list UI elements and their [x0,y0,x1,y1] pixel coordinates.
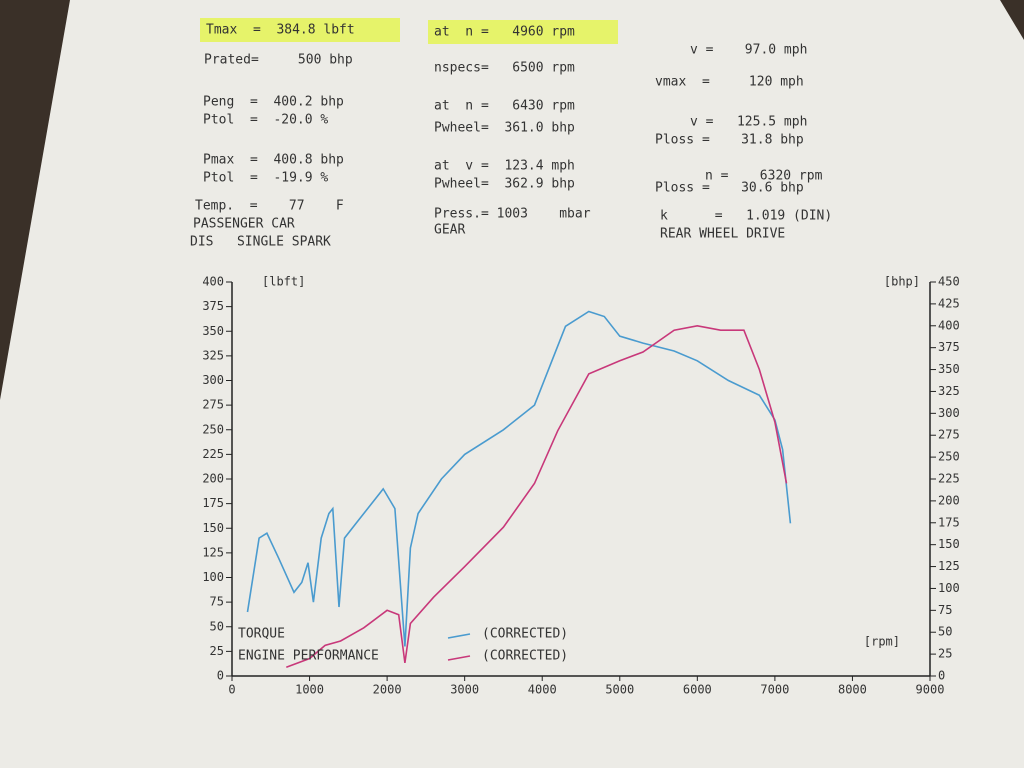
legend-note: (CORRECTED) [482,649,568,664]
y2-tick-label: 350 [938,362,960,376]
field: Pmax = 400.8 bhp [203,153,344,168]
y-tick-label: 225 [202,447,224,461]
x-tick-label: 0 [228,683,235,697]
y-tick-label: 250 [202,422,224,436]
field: Prated= 500 bhp [204,53,353,68]
series-line [246,310,792,647]
y2-tick-label: 0 [938,669,945,683]
highlight [200,18,400,42]
y2-tick-label: 225 [938,472,960,486]
y2-tick-label: 325 [938,384,960,398]
y-tick-label: 175 [202,496,224,510]
field: GEAR [434,223,465,238]
field: k = 1.019 (DIN) [660,209,832,224]
highlight [428,20,618,44]
y2-tick-label: 300 [938,406,960,420]
y2-tick-label: 175 [938,515,960,529]
y2-tick-label: 400 [938,318,960,332]
y2-tick-label: 75 [938,603,952,617]
y2-tick-label: 100 [938,581,960,595]
field: Ptol = -19.9 % [203,171,328,186]
field: Pwheel= 361.0 bhp [434,121,575,136]
x-tick-label: 1000 [295,683,324,697]
x-tick-label: 5000 [605,683,634,697]
legend-swatch [447,655,471,661]
series-line [286,324,788,668]
y-tick-label: 400 [202,275,224,289]
field: Press.= 1003 mbar [434,207,591,222]
legend-label: TORQUE [238,627,285,642]
field: vmax = 120 mph [655,75,804,90]
field: n = 6320 rpm [705,169,823,184]
y-tick-label: 375 [202,299,224,313]
field: Ptol = -20.0 % [203,113,328,128]
x-tick-label: 6000 [683,683,712,697]
field: nspecs= 6500 rpm [434,61,575,76]
y-tick-label: 75 [210,595,224,609]
chart: 0255075100125150175200225250275300325350… [202,275,959,697]
y2-tick-label: 200 [938,493,960,507]
y-tick-label: 300 [202,373,224,387]
y2-tick-label: 150 [938,537,960,551]
y-tick-label: 350 [202,324,224,338]
y2-tick-label: 375 [938,340,960,354]
x-tick-label: 4000 [528,683,557,697]
field: PASSENGER CAR [193,217,295,232]
x-tick-label: 2000 [373,683,402,697]
field: v = 97.0 mph [690,43,807,58]
y2-axis-label: [bhp] [884,275,920,289]
field: REAR WHEEL DRIVE [660,227,785,242]
y-tick-label: 150 [202,521,224,535]
y-tick-label: 100 [202,570,224,584]
y-tick-label: 25 [210,644,224,658]
y-tick-label: 125 [202,545,224,559]
x-tick-label: 8000 [838,683,867,697]
y-tick-label: 275 [202,398,224,412]
field: v = 125.5 mph [690,115,807,130]
x-tick-label: 9000 [916,683,945,697]
y2-tick-label: 50 [938,625,952,639]
field: Pwheel= 362.9 bhp [434,177,575,192]
field: Tmax = 384.8 lbft [206,23,355,38]
field: Ploss = 31.8 bhp [655,133,804,148]
y2-tick-label: 25 [938,647,952,661]
y-tick-label: 50 [210,619,224,633]
legend-swatch [447,633,471,639]
x-axis-label: [rpm] [864,635,900,649]
y2-tick-label: 275 [938,428,960,442]
field: at v = 123.4 mph [434,159,575,174]
field: Ploss = 30.6 bhp [655,181,804,196]
y2-tick-label: 125 [938,559,960,573]
legend-label: ENGINE PERFORMANCE [238,649,379,664]
y2-tick-label: 250 [938,450,960,464]
field: Temp. = 77 F [195,199,344,214]
y-tick-label: 0 [217,669,224,683]
x-tick-label: 7000 [760,683,789,697]
x-tick-label: 3000 [450,683,479,697]
y2-tick-label: 450 [938,275,960,289]
y-axis-label: [lbft] [262,275,305,289]
field: DIS SINGLE SPARK [190,235,331,250]
y2-tick-label: 425 [938,296,960,310]
y-tick-label: 200 [202,472,224,486]
field: at n = 6430 rpm [434,99,575,114]
legend-note: (CORRECTED) [482,627,568,642]
y-tick-label: 325 [202,348,224,362]
field: at n = 4960 rpm [434,25,575,40]
field: Peng = 400.2 bhp [203,95,344,110]
